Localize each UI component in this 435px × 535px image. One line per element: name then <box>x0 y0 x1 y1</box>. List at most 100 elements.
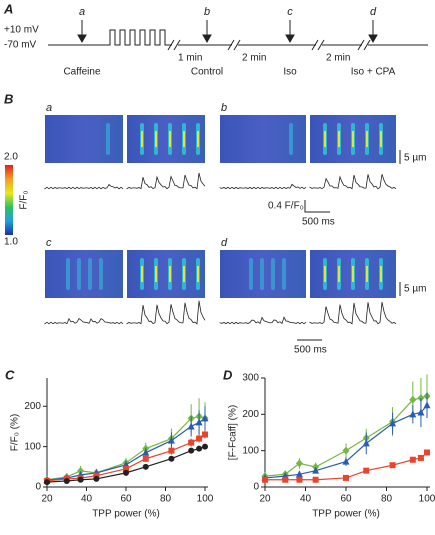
point <box>77 466 85 475</box>
x-tick-label: 80 <box>381 494 393 505</box>
point <box>167 436 175 444</box>
point <box>142 463 149 470</box>
point <box>409 456 416 463</box>
spark-core <box>366 131 368 147</box>
point <box>389 462 396 469</box>
subpanel-label: c <box>46 237 52 249</box>
y-tick-label: 200 <box>242 409 259 420</box>
fluorescence-trace <box>309 302 397 325</box>
scale-label: 5 µm <box>404 284 426 295</box>
voltage-label: -70 mV <box>4 40 37 51</box>
point <box>93 475 100 482</box>
point <box>201 414 209 422</box>
x-axis-label: TPP power (%) <box>312 509 380 520</box>
spark-core <box>366 266 368 282</box>
point <box>188 447 195 454</box>
series-line <box>265 452 428 481</box>
spark-core <box>352 131 354 147</box>
marker-label: a <box>79 6 85 18</box>
spark-core <box>155 266 157 282</box>
spark-core <box>197 266 199 282</box>
point <box>424 449 430 456</box>
spark-core <box>197 131 199 147</box>
condition-label: Control <box>191 67 223 78</box>
fluorescence-trace <box>126 172 206 190</box>
point <box>202 443 208 450</box>
point <box>296 476 303 483</box>
fluorescence-trace <box>309 174 397 190</box>
series-line <box>46 415 206 481</box>
marker-label: c <box>287 6 293 18</box>
spark-core <box>141 131 143 147</box>
spark-core <box>183 131 185 147</box>
panel-label: B <box>4 91 13 106</box>
series-line <box>46 417 206 481</box>
spark-core <box>324 131 326 147</box>
point <box>417 454 424 461</box>
point <box>187 422 195 430</box>
y-tick-label: 100 <box>242 445 259 456</box>
scale-label: 500 ms <box>294 345 327 356</box>
point <box>295 459 303 468</box>
x-tick-label: 60 <box>340 494 352 505</box>
spark <box>106 123 110 155</box>
x-tick-label: 60 <box>120 494 132 505</box>
spark-core <box>169 266 171 282</box>
fluorescence-trace <box>219 316 307 325</box>
series-line <box>46 434 206 482</box>
spark-core <box>338 131 340 147</box>
point <box>342 457 350 465</box>
scale-label: 5 µm <box>404 153 426 164</box>
panel-label: A <box>3 1 13 16</box>
series-line <box>46 446 206 483</box>
y-tick-label: 200 <box>24 401 41 412</box>
point <box>142 448 150 456</box>
point <box>423 401 431 409</box>
line-scan <box>220 115 306 163</box>
scale-label: 500 ms <box>302 217 335 228</box>
spark <box>289 123 293 155</box>
point <box>93 472 100 479</box>
fluorescence-trace <box>219 183 307 190</box>
spark <box>99 258 103 290</box>
series-line <box>264 395 428 477</box>
interval-label: 2 min <box>326 53 350 64</box>
point <box>342 446 350 455</box>
x-tick-label: 20 <box>259 494 271 505</box>
spark-core <box>183 266 185 282</box>
fluorescence-trace <box>126 300 206 325</box>
spark <box>260 258 264 290</box>
panel-label: D <box>223 367 233 382</box>
point <box>168 455 175 462</box>
x-tick-label: 40 <box>300 494 312 505</box>
spark <box>66 258 70 290</box>
line-scan <box>45 250 123 298</box>
point <box>168 447 175 454</box>
line-scan <box>45 115 123 163</box>
interval-label: 1 min <box>178 53 202 64</box>
point <box>295 470 303 478</box>
x-axis-label: TPP power (%) <box>92 509 160 520</box>
condition-label: Iso <box>283 67 297 78</box>
spark <box>249 258 253 290</box>
point <box>363 467 370 474</box>
point <box>343 474 349 481</box>
point <box>196 435 203 442</box>
spark-core <box>380 131 382 147</box>
subpanel-label: a <box>46 102 52 114</box>
point <box>389 419 397 427</box>
spark <box>88 258 92 290</box>
point <box>282 476 289 483</box>
x-tick-label: 80 <box>160 494 172 505</box>
y-axis-label: F/F₀ (%) <box>10 414 21 451</box>
point <box>63 477 70 484</box>
voltage-label: +10 mV <box>4 25 39 36</box>
colorbar-max: 2.0 <box>4 152 18 163</box>
y-tick-label: 0 <box>253 482 259 493</box>
condition-label: Iso + CPA <box>351 67 396 78</box>
spark-core <box>324 266 326 282</box>
subpanel-label: d <box>221 237 228 249</box>
marker-label: b <box>204 6 210 18</box>
interval-label: 2 min <box>242 53 266 64</box>
